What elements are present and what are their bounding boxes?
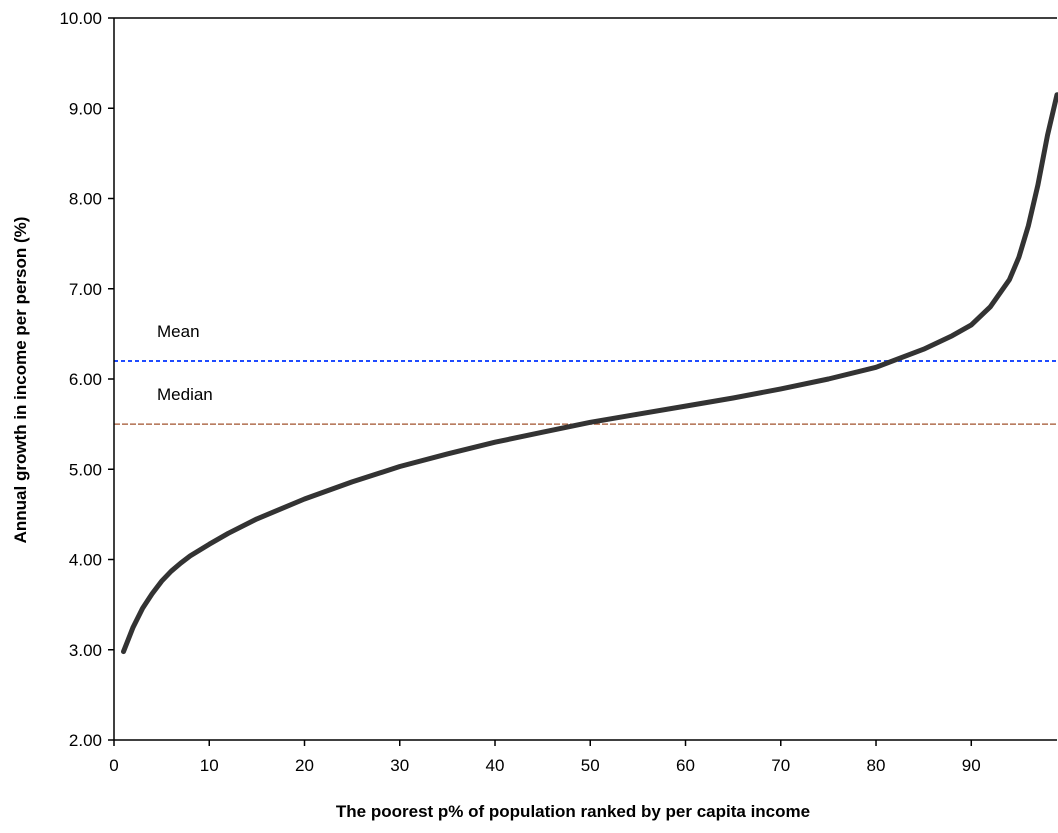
y-tick-label: 4.00 xyxy=(69,551,102,570)
y-axis-title: Annual growth in income per person (%) xyxy=(11,217,30,544)
y-tick-label: 9.00 xyxy=(69,99,102,118)
series-line-0 xyxy=(121,92,1058,655)
y-tick-label: 7.00 xyxy=(69,280,102,299)
y-tick-label: 5.00 xyxy=(69,460,102,479)
reference-label-median: Median xyxy=(157,385,213,404)
y-tick-label: 8.00 xyxy=(69,190,102,209)
x-tick-label: 10 xyxy=(200,756,219,775)
x-tick-label: 0 xyxy=(109,756,118,775)
reference-label-mean: Mean xyxy=(157,322,200,341)
y-tick-label: 3.00 xyxy=(69,641,102,660)
x-tick-label: 50 xyxy=(581,756,600,775)
x-tick-label: 20 xyxy=(295,756,314,775)
x-tick-label: 60 xyxy=(676,756,695,775)
x-tick-label: 40 xyxy=(486,756,505,775)
y-tick-label: 6.00 xyxy=(69,370,102,389)
x-tick-label: 90 xyxy=(962,756,981,775)
x-tick-label: 30 xyxy=(390,756,409,775)
x-tick-label: 80 xyxy=(867,756,886,775)
x-tick-label: 70 xyxy=(771,756,790,775)
x-axis-title: The poorest p% of population ranked by p… xyxy=(336,802,810,821)
y-tick-label: 2.00 xyxy=(69,731,102,750)
y-tick-label: 10.00 xyxy=(59,9,102,28)
